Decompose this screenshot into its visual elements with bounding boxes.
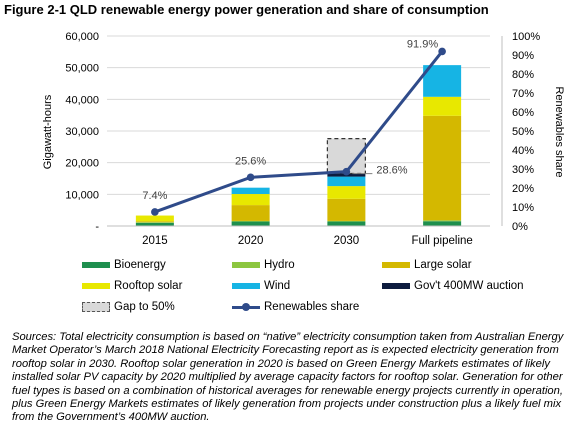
bar-segment: [423, 96, 462, 116]
x-tick-label: 2020: [238, 235, 264, 247]
bar-segment: [231, 220, 270, 222]
bar-segment: [327, 221, 366, 226]
bar-segment: [327, 176, 366, 187]
x-tick-label: 2015: [142, 235, 168, 247]
y2-tick-label: 100%: [512, 31, 540, 43]
x-tick-label: Full pipeline: [411, 235, 472, 247]
y2-tick-label: 70%: [512, 88, 534, 100]
bar-segment: [231, 187, 270, 195]
y2-tick-label: 30%: [512, 164, 534, 176]
bar-segment: [423, 221, 462, 226]
share-line: [154, 50, 444, 214]
bar-segment: [135, 222, 174, 226]
data-label: 7.4%: [142, 190, 167, 202]
y-tick-label: 50,000: [65, 63, 99, 75]
axes: - 10,000 20,000 30,000 40,000 50,000 60,000 0% 1…: [65, 31, 540, 247]
share-point: [246, 173, 255, 182]
y2-tick-label: 50%: [512, 126, 534, 138]
figure-title: Figure 2-1 QLD renewable energy power ge…: [4, 2, 489, 17]
bar-segment: [423, 115, 462, 221]
y-axis-label: Gigawatt-hours: [42, 94, 54, 169]
data-label: 28.6%: [376, 165, 407, 177]
bar-segment: [327, 186, 366, 199]
bar-layer: [135, 65, 462, 226]
bar-segment: [423, 65, 462, 97]
line-layer: 7.4% 25.6% 28.6% 91.9%: [142, 38, 446, 216]
y-tick-label: 10,000: [65, 189, 99, 201]
bar-segment: [231, 194, 270, 206]
y2-axis-label: Renewables share: [553, 86, 565, 177]
y2-tick-label: 40%: [512, 145, 534, 157]
bar-segment: [327, 198, 366, 221]
x-tick-label: 2030: [334, 235, 360, 247]
share-point: [438, 47, 446, 56]
y2-tick-label: 20%: [512, 183, 534, 195]
chart: 7.4% 25.6% 28.6% 91.9% - 10,000 20,000 30,000 4…: [42, 31, 565, 247]
bar-segment: [135, 215, 174, 222]
y2-tick-label: 10%: [512, 202, 534, 214]
y-tick-label: 30,000: [65, 126, 99, 138]
sources-note: Sources: Total electricity consumption i…: [12, 331, 564, 424]
bar-segment: [423, 220, 462, 222]
data-label: 25.6%: [235, 155, 266, 167]
y2-tick-label: 80%: [512, 69, 534, 81]
bar-segment: [135, 221, 174, 223]
y2-tick-label: 60%: [512, 107, 534, 119]
share-point: [342, 167, 351, 176]
share-point: [151, 208, 159, 216]
data-label: 91.9%: [407, 38, 438, 50]
bar-segment: [231, 221, 270, 226]
y2-tick-label: 90%: [512, 50, 534, 62]
y-tick-label: 60,000: [65, 31, 99, 43]
bar-segment: [327, 220, 366, 222]
y-tick-label: -: [95, 221, 99, 233]
bar-segment: [231, 205, 270, 221]
y-tick-label: 40,000: [65, 94, 99, 106]
y2-tick-label: 0%: [512, 221, 528, 233]
bar-segment: [135, 222, 174, 223]
y-tick-label: 20,000: [65, 158, 99, 170]
